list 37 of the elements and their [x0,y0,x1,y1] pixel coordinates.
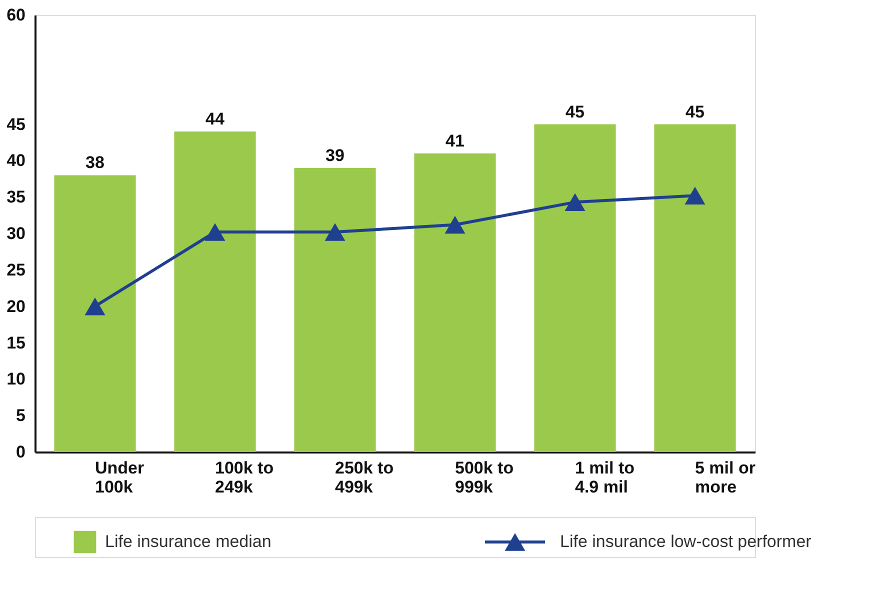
bar [534,124,616,452]
y-tick-label: 25 [6,260,26,280]
y-tick-label: 40 [6,151,26,170]
y-tick-label: 60 [6,6,26,24]
data-label: 41 [446,131,464,150]
y-tick-label: 20 [6,296,26,316]
x-tick-label: 250k to 499k [335,458,394,496]
bar [294,168,376,452]
y-tick-label: 10 [6,370,26,389]
data-label: 45 [686,102,704,122]
data-label: 44 [206,110,225,129]
bar [654,124,736,452]
point [444,216,466,234]
point [324,223,346,241]
y-tick-label: 5 [16,406,26,426]
x-tick-label: 500k to 999k [455,458,514,496]
data-label: 45 [566,102,584,122]
y-tick-label: 0 [16,442,26,462]
x-tick-label: 5 mil or more [695,458,756,496]
y-tick-label: 35 [6,188,26,207]
bar [54,175,136,452]
y-tick-label: 30 [6,224,26,243]
y-tick-label: 15 [6,333,26,352]
point [84,297,106,316]
x-tick-label: 1 mil to 4.9 mil [575,458,635,496]
data-label: 38 [86,153,104,172]
point [204,223,226,241]
y-tick-label: 45 [6,114,26,134]
x-tick-label: Under 100k [95,458,144,496]
legend-label: Life insurance low-cost performer [560,532,812,551]
x-tick-label: 100k to 249k [215,458,274,496]
bar [174,132,256,452]
legend-label: Life insurance median [105,532,272,551]
point [684,186,706,204]
bar [414,153,496,452]
point [564,193,586,212]
data-label: 39 [326,146,344,165]
